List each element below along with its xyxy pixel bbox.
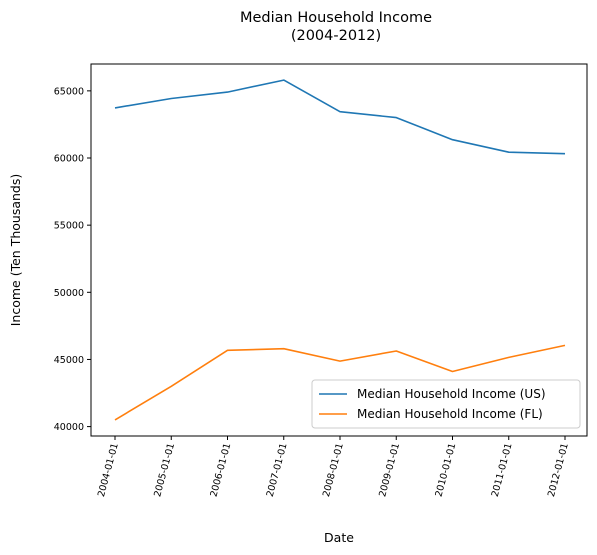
y-tick-label: 50000 (54, 288, 84, 299)
x-tick-label: 2007-01-01 (265, 442, 290, 498)
legend: Median Household Income (US) Median Hous… (311, 379, 581, 429)
y-tick-label: 55000 (54, 221, 84, 232)
legend-box (311, 379, 581, 429)
y-axis-label: Income (Ten Thousands) (8, 174, 23, 327)
y-tick-label: 40000 (54, 422, 84, 433)
y-tick-label: 60000 (54, 154, 84, 165)
x-axis-ticks: 2004-01-01 2005-01-01 2006-01-01 2007-01-01… (96, 436, 571, 498)
series-line-us (114, 79, 566, 155)
x-tick-label: 2008-01-01 (321, 442, 346, 498)
x-tick-label: 2010-01-01 (433, 442, 458, 498)
plot-frame (90, 63, 588, 437)
chart-title-line-2: (2004-2012) (291, 28, 381, 44)
x-axis-label: Date (324, 530, 354, 545)
y-axis-ticks: 40000 45000 50000 55000 60000 65000 (54, 86, 91, 433)
y-tick-label: 45000 (54, 355, 84, 366)
x-tick-label: 2012-01-01 (546, 442, 571, 498)
x-tick-label: 2004-01-01 (96, 442, 121, 498)
x-tick-label: 2006-01-01 (208, 442, 233, 498)
series-line-fl (114, 344, 566, 421)
legend-label-us: Median Household Income (US) (357, 387, 546, 401)
x-tick-label: 2005-01-01 (152, 442, 177, 498)
x-tick-label: 2009-01-01 (377, 442, 402, 498)
legend-label-fl: Median Household Income (FL) (357, 407, 543, 421)
series-lines (114, 79, 566, 421)
x-tick-label: 2011-01-01 (490, 442, 515, 498)
y-tick-label: 65000 (54, 86, 84, 97)
chart-title-line-1: Median Household Income (240, 10, 432, 26)
